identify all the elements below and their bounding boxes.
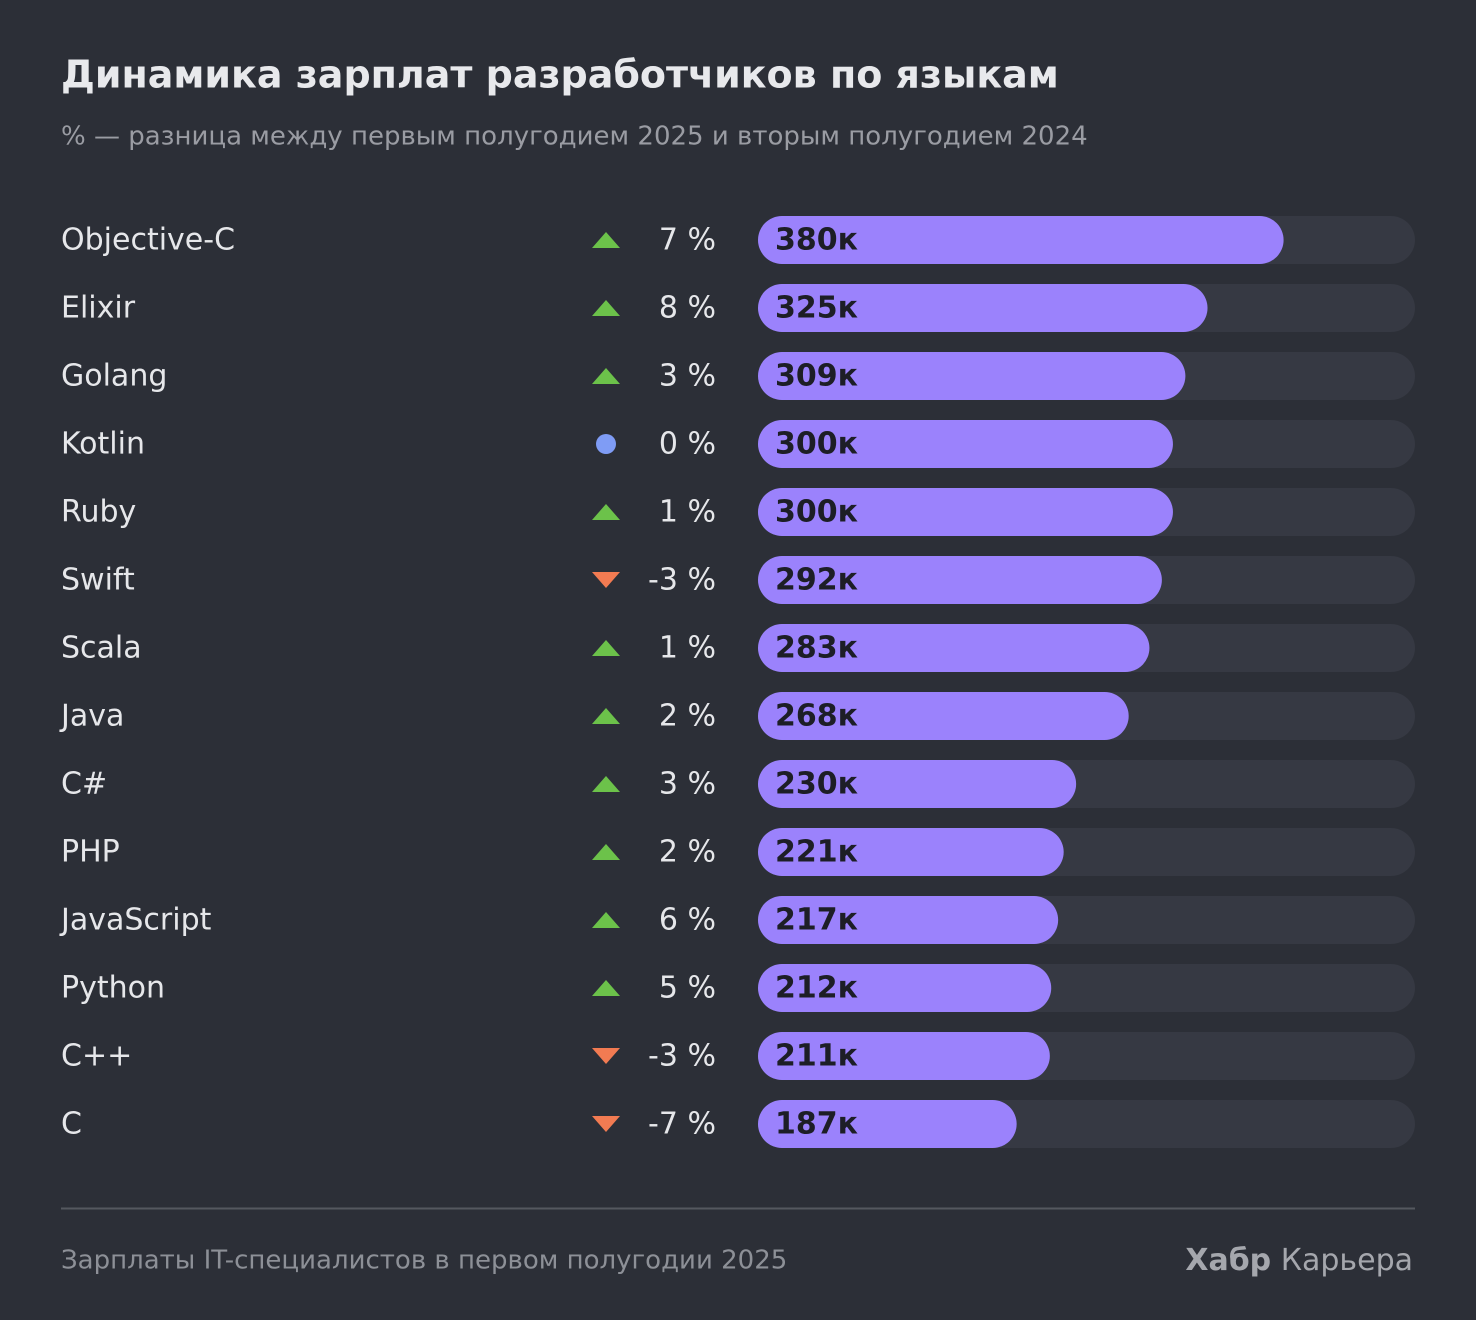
value-label: 217к [775,903,858,938]
change-label: 8 % [659,291,716,326]
change-label: 3 % [659,767,716,802]
change-down [592,1048,620,1064]
change-label: 2 % [659,835,716,870]
change-label: -7 % [648,1107,716,1142]
change-up [592,368,620,384]
change-up [592,300,620,316]
change-down [592,1116,620,1132]
footer: Зарплаты IT-специалистов в первом полуго… [61,1246,787,1276]
category-label: Objective-C [61,223,235,258]
change-up [592,912,620,928]
value-label: 283к [775,631,858,666]
change-down [592,572,620,588]
category-label: Scala [61,631,142,666]
change-up [592,980,620,996]
value-label: 212к [775,971,858,1006]
chart-title: Динамика зарплат разработчиков по языкам [61,53,1059,97]
value-label: 230к [775,767,858,802]
value-label: 268к [775,699,858,734]
category-label: PHP [61,835,120,870]
brand-name: Хабр [1185,1243,1271,1278]
category-label: C# [61,767,107,802]
change-up [592,844,620,860]
bar [758,352,1186,400]
brand-product: Карьера [1281,1243,1413,1278]
category-label: Golang [61,359,167,394]
change-label: 6 % [659,903,716,938]
bar [758,556,1162,604]
change-up [592,708,620,724]
category-label: Swift [61,563,135,598]
value-label: 187к [775,1107,858,1142]
change-label: 7 % [659,223,716,258]
change-up [592,232,620,248]
brand: Хабр Карьера [1185,1243,1413,1278]
bar [758,828,1064,876]
category-label: Elixir [61,291,136,326]
change-label: 1 % [659,495,716,530]
bar [758,692,1129,740]
bar [758,488,1173,536]
change-flat [596,434,616,454]
bar [758,964,1052,1012]
bar [758,1032,1050,1080]
value-label: 211к [775,1039,858,1074]
value-label: 300к [775,495,858,530]
value-label: 300к [775,427,858,462]
category-label: Kotlin [61,427,145,462]
value-label: 380к [775,223,858,258]
bar [758,624,1150,672]
category-label: Ruby [61,495,136,530]
value-label: 325к [775,291,858,326]
change-label: -3 % [648,1039,716,1074]
category-label: Java [59,699,124,734]
change-up [592,640,620,656]
change-label: 2 % [659,699,716,734]
bar [758,1100,1017,1148]
change-label: -3 % [648,563,716,598]
change-up [592,776,620,792]
change-label: 5 % [659,971,716,1006]
bar [758,216,1284,264]
value-label: 309к [775,359,858,394]
change-up [592,504,620,520]
bar [758,420,1173,468]
value-label: 292к [775,563,858,598]
change-label: 0 % [659,427,716,462]
category-label: C [61,1107,82,1142]
value-label: 221к [775,835,858,870]
bar [758,284,1208,332]
category-label: C++ [61,1039,132,1074]
change-label: 1 % [659,631,716,666]
category-label: JavaScript [59,903,212,938]
category-label: Python [61,971,165,1006]
bar [758,760,1077,808]
change-label: 3 % [659,359,716,394]
chart-subtitle: % — разница между первым полугодием 2025… [61,122,1088,152]
bar [758,896,1059,944]
